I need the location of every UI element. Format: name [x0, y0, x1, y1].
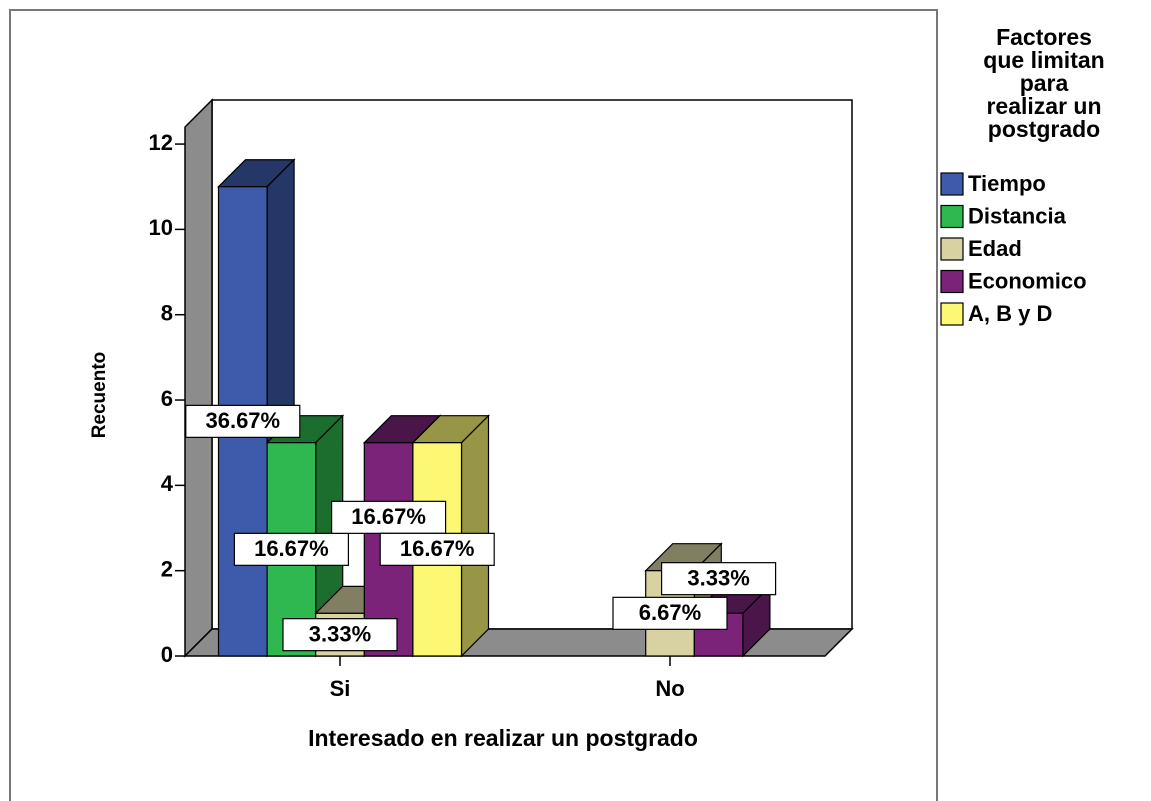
legend-swatch: [940, 172, 964, 196]
legend-label: Distancia: [968, 203, 1067, 228]
legend-swatch: [940, 237, 964, 261]
legend-swatch: [940, 302, 964, 326]
y-tick-label: 12: [149, 130, 173, 155]
left-wall: [184, 98, 213, 658]
y-tick-label: 6: [161, 386, 173, 411]
value-label: 16.67%: [400, 536, 475, 561]
y-tick-label: 8: [161, 301, 173, 326]
x-axis-label: Interesado en realizar un postgrado: [308, 725, 698, 751]
value-label-box: [612, 596, 728, 630]
value-label-box: [660, 562, 777, 596]
value-label: 36.67%: [205, 408, 280, 433]
y-tick-label: 10: [149, 215, 173, 240]
frame: [9, 9, 938, 801]
value-label: 16.67%: [351, 504, 426, 529]
y-tick-label: 4: [161, 471, 174, 496]
y-axis-label: Recuento: [89, 352, 110, 439]
legend-label: Tiempo: [968, 171, 1046, 196]
value-label-box: [282, 618, 398, 652]
value-label-box: [379, 532, 495, 566]
value-label: 3.33%: [687, 565, 749, 590]
value-label: 6.67%: [639, 600, 701, 625]
legend-label: Edad: [968, 236, 1022, 261]
y-tick-label: 2: [161, 556, 173, 581]
x-tick-label: No: [655, 676, 684, 701]
legend-title: Factores que limitan para realizar un po…: [983, 24, 1105, 142]
legend-swatch: [940, 204, 964, 229]
value-label: 16.67%: [254, 536, 329, 561]
legend-label: A, B y D: [968, 301, 1052, 326]
legend-swatch: [940, 269, 964, 294]
x-tick-label: Si: [330, 676, 351, 701]
value-label-box: [185, 404, 301, 438]
y-tick-label: 0: [161, 642, 173, 667]
legend-label: Economico: [968, 268, 1087, 293]
value-label: 3.33%: [309, 621, 371, 646]
value-label-box: [331, 500, 447, 534]
value-label-box: [233, 532, 349, 566]
